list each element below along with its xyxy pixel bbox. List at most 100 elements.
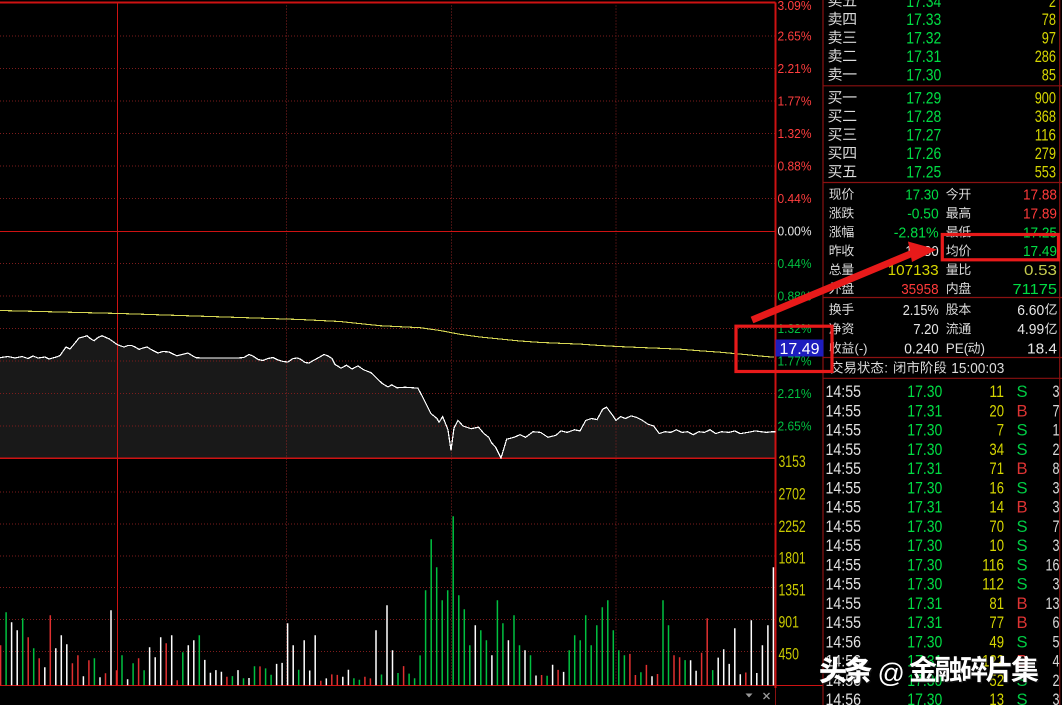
svg-text:17.30: 17.30 [907, 555, 942, 574]
svg-text:17.28: 17.28 [906, 107, 941, 126]
svg-text:17.31: 17.31 [907, 594, 942, 613]
svg-text:2.21%: 2.21% [778, 386, 812, 401]
svg-text:6: 6 [1053, 613, 1060, 632]
svg-text:3: 3 [1053, 382, 1060, 401]
svg-text:1351: 1351 [779, 581, 806, 600]
svg-text:17.26: 17.26 [906, 144, 941, 163]
svg-text:S: S [1016, 517, 1027, 536]
svg-text:17.89: 17.89 [1023, 207, 1057, 223]
svg-text:2.21%: 2.21% [778, 61, 812, 76]
svg-text:17.30: 17.30 [907, 382, 942, 401]
svg-text:14:55: 14:55 [826, 594, 862, 613]
svg-text:7: 7 [997, 421, 1004, 440]
svg-text:B: B [1016, 594, 1027, 613]
svg-text:17.31: 17.31 [907, 498, 942, 517]
svg-text:B: B [1016, 613, 1027, 632]
svg-text:10: 10 [989, 536, 1004, 555]
svg-text:1: 1 [1053, 421, 1060, 440]
svg-text:(-): (-) [855, 341, 868, 356]
svg-text:2252: 2252 [779, 517, 806, 536]
svg-text:81: 81 [989, 594, 1004, 613]
svg-text:71: 71 [989, 459, 1004, 478]
svg-text:14:55: 14:55 [826, 478, 862, 497]
svg-text:7.20: 7.20 [913, 322, 939, 338]
svg-text:5: 5 [1053, 632, 1060, 651]
svg-text:0.240: 0.240 [904, 342, 939, 358]
svg-text:4: 4 [1053, 652, 1060, 671]
svg-text:14:55: 14:55 [826, 536, 862, 555]
svg-text:17.31: 17.31 [907, 613, 942, 632]
svg-text:18.4: 18.4 [1027, 342, 1057, 358]
svg-text:S: S [1016, 536, 1027, 555]
svg-text:14:55: 14:55 [826, 382, 862, 401]
svg-text:17.30: 17.30 [907, 536, 942, 555]
svg-text:85: 85 [1042, 66, 1056, 85]
svg-text:14:55: 14:55 [826, 498, 862, 517]
svg-text:77: 77 [989, 613, 1004, 632]
svg-text:14:55: 14:55 [826, 401, 862, 420]
svg-text:17.29: 17.29 [906, 89, 941, 108]
svg-text:17.88: 17.88 [1023, 188, 1057, 204]
svg-text:17.30: 17.30 [907, 478, 942, 497]
svg-text:0.00%: 0.00% [778, 224, 812, 239]
svg-text:@: @ [878, 658, 905, 688]
svg-text:2702: 2702 [779, 485, 806, 504]
svg-text:8: 8 [1053, 459, 1060, 478]
svg-text:B: B [1016, 459, 1027, 478]
svg-text:4.99: 4.99 [1017, 322, 1044, 338]
svg-text:70: 70 [989, 517, 1004, 536]
svg-text:3: 3 [1053, 478, 1060, 497]
svg-text:): ) [981, 341, 986, 356]
svg-text:3: 3 [1053, 575, 1060, 594]
svg-text:0.53: 0.53 [1024, 263, 1057, 279]
svg-text:17.31: 17.31 [907, 401, 942, 420]
svg-text:368: 368 [1035, 107, 1056, 126]
svg-text:14:55: 14:55 [826, 517, 862, 536]
svg-text:S: S [1016, 440, 1027, 459]
svg-text:17.30: 17.30 [907, 517, 942, 536]
svg-text:B: B [1016, 401, 1027, 420]
svg-text:17.30: 17.30 [905, 188, 939, 204]
svg-text:15:00:03: 15:00:03 [951, 361, 1004, 377]
svg-text:17.32: 17.32 [906, 29, 941, 48]
svg-text:S: S [1016, 478, 1027, 497]
svg-text:20: 20 [989, 401, 1004, 420]
svg-text:14:55: 14:55 [826, 421, 862, 440]
svg-text:17.30: 17.30 [907, 690, 942, 705]
svg-text:17.49: 17.49 [1023, 244, 1057, 260]
svg-text:17.30: 17.30 [907, 440, 942, 459]
svg-text:PE(: PE( [946, 341, 969, 356]
svg-text:17.31: 17.31 [906, 47, 941, 66]
svg-text:2: 2 [1053, 671, 1060, 690]
svg-text:3: 3 [1053, 690, 1060, 705]
svg-text:286: 286 [1035, 47, 1056, 66]
svg-text:2.65%: 2.65% [778, 29, 812, 44]
svg-text:16: 16 [1046, 555, 1060, 574]
svg-text:6.60: 6.60 [1017, 303, 1044, 319]
svg-text:13: 13 [1046, 594, 1060, 613]
svg-text:35958: 35958 [901, 282, 939, 298]
svg-text:16: 16 [989, 478, 1004, 497]
svg-text:49: 49 [989, 632, 1004, 651]
svg-text:14:55: 14:55 [826, 575, 862, 594]
svg-text:S: S [1016, 632, 1027, 651]
svg-text:S: S [1016, 555, 1027, 574]
svg-text:450: 450 [779, 645, 799, 664]
svg-text:34: 34 [989, 440, 1004, 459]
svg-text:S: S [1016, 421, 1027, 440]
svg-text:7: 7 [1053, 517, 1060, 536]
svg-text:-0.50: -0.50 [907, 207, 939, 223]
svg-text:2.15%: 2.15% [903, 303, 939, 319]
svg-text:3: 3 [1053, 536, 1060, 555]
svg-text:17.30: 17.30 [907, 421, 942, 440]
svg-text:1801: 1801 [779, 549, 806, 568]
svg-text:901: 901 [779, 612, 799, 631]
svg-text:17.27: 17.27 [906, 126, 941, 145]
svg-text:14:56: 14:56 [826, 632, 862, 651]
svg-text:S: S [1016, 671, 1027, 690]
svg-text:13: 13 [989, 690, 1004, 705]
svg-text:17.25: 17.25 [906, 163, 941, 182]
svg-text:1.32%: 1.32% [778, 321, 812, 336]
svg-text:116: 116 [982, 555, 1004, 574]
svg-text:S: S [1016, 690, 1027, 705]
